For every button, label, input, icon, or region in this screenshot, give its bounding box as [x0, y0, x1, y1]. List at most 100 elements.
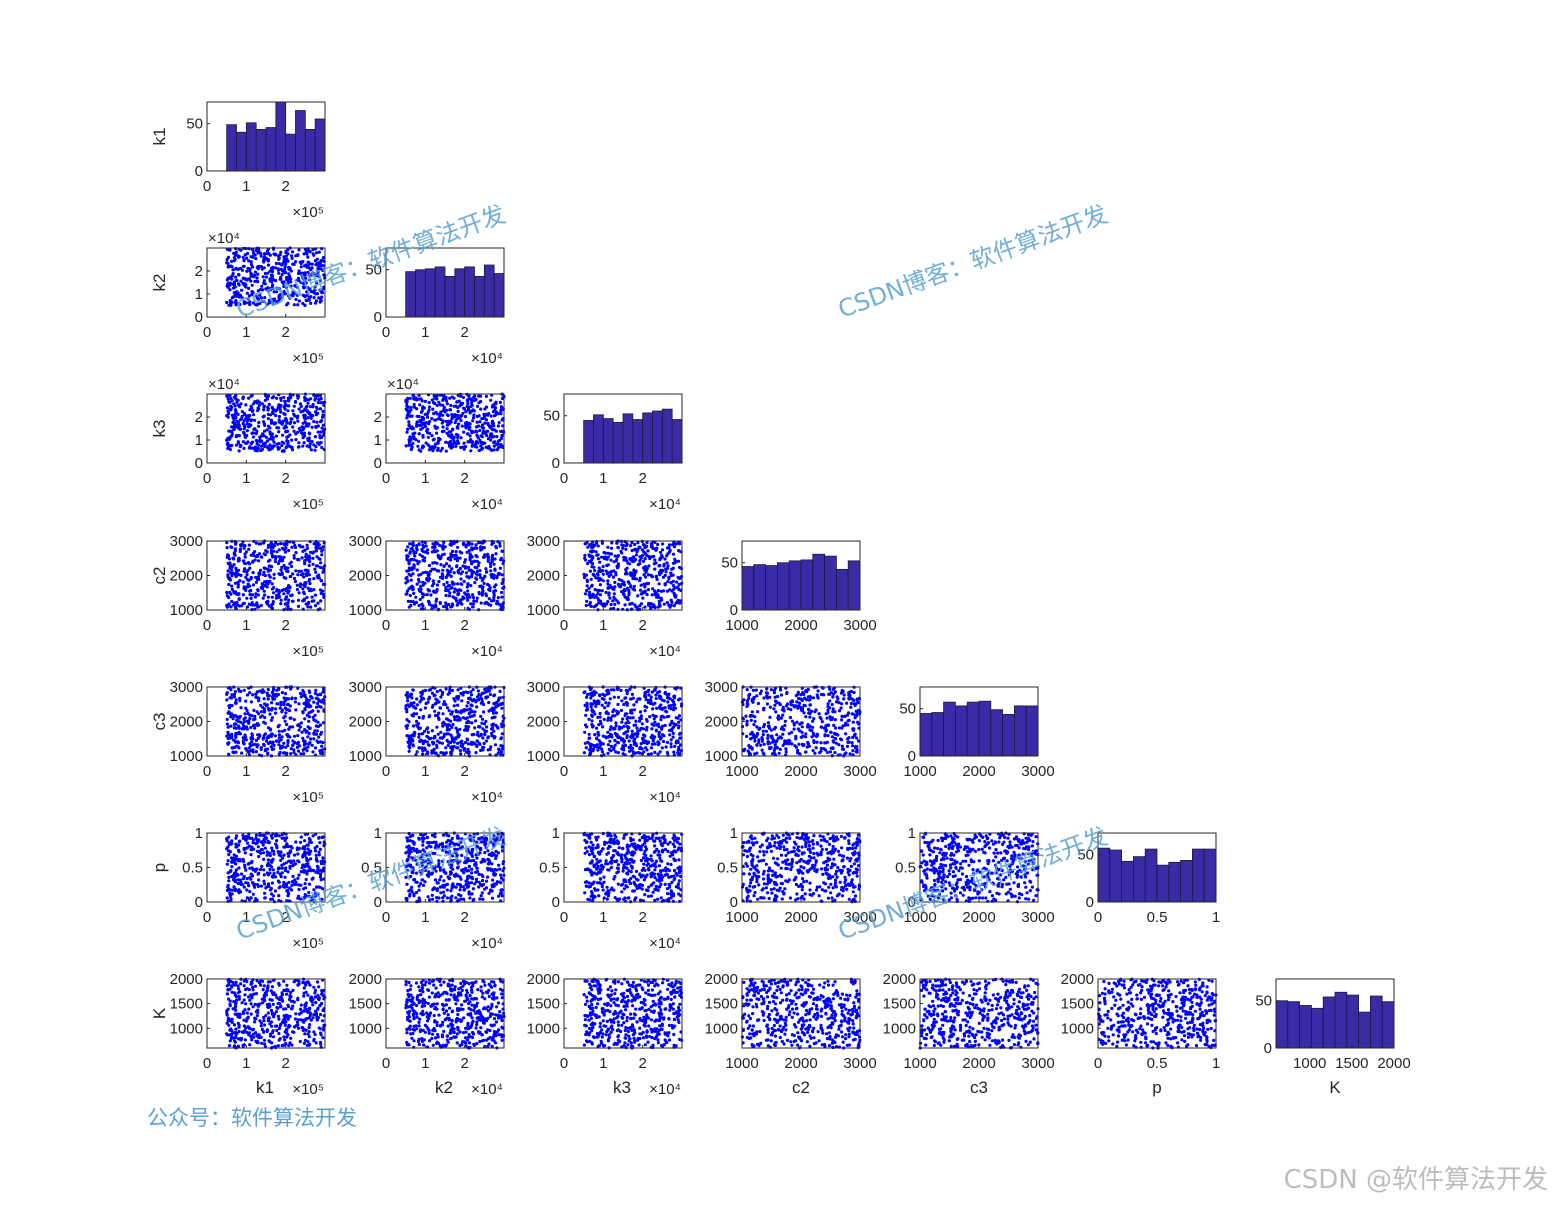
scatter-point: [279, 275, 283, 279]
scatter-point: [291, 425, 295, 429]
scatter-point: [673, 703, 677, 707]
scatter-point: [445, 427, 449, 431]
scatter-point: [765, 687, 769, 691]
scatter-point: [236, 282, 241, 286]
scatter-point: [442, 552, 446, 556]
hist-bar-k1-5: [275, 101, 287, 172]
scatter-point: [843, 723, 847, 727]
scatter-point: [455, 565, 459, 569]
scatter-point: [252, 708, 256, 713]
scatter-point: [277, 572, 281, 576]
scatter-point: [253, 270, 257, 274]
scatter-point: [431, 561, 435, 565]
scatter-point: [484, 592, 488, 596]
scatter-point: [251, 251, 256, 255]
scatter-point: [584, 713, 588, 717]
scatter-point: [311, 405, 315, 409]
scatter-point: [301, 409, 305, 413]
scatter-point: [296, 445, 301, 449]
scatter-point: [674, 723, 678, 727]
scatter-point: [482, 745, 486, 749]
scatter-point: [673, 595, 678, 599]
scatter-point: [433, 734, 437, 739]
scatter-point: [452, 590, 456, 594]
scatter-point: [313, 259, 317, 263]
scatter-point: [262, 300, 266, 304]
hist-bar-k3-4: [622, 413, 634, 464]
scatter-point: [251, 693, 255, 697]
scatter-point: [240, 288, 244, 292]
scatter-point: [448, 408, 452, 412]
scatter-point: [286, 585, 290, 590]
scatter-point: [284, 254, 288, 258]
scatter-point: [427, 589, 431, 593]
ytick-label: 2000: [349, 714, 382, 731]
scatter-point: [489, 414, 493, 418]
scatter-point: [668, 697, 672, 701]
scatter-point: [303, 739, 307, 743]
hist-bar-k3-6: [642, 412, 653, 464]
scatter-point: [286, 259, 290, 263]
scatter-point: [243, 712, 247, 716]
scatter-point: [407, 420, 411, 424]
scatter-point: [816, 689, 820, 693]
scatter-point: [308, 540, 312, 544]
scatter-point: [668, 548, 672, 553]
scatter-point: [271, 410, 275, 414]
scatter-point: [651, 739, 655, 743]
scatter-point: [243, 555, 247, 559]
scatter-point: [286, 396, 290, 400]
scatter-point: [666, 579, 670, 584]
scatter-point: [409, 578, 413, 582]
scatter-point: [262, 404, 266, 408]
scatter-point: [455, 714, 459, 718]
scatter-point: [228, 703, 232, 707]
scatter-point: [431, 407, 435, 411]
scatter-point: [458, 394, 462, 398]
scatter-point: [430, 447, 434, 452]
scatter-point: [305, 290, 309, 294]
scatter-point: [671, 566, 675, 570]
scatter-point: [237, 746, 241, 750]
scatter-point: [611, 575, 616, 579]
scatter-point: [268, 712, 272, 716]
scatter-point: [240, 727, 244, 731]
scatter-point: [490, 723, 494, 727]
scatter-point: [819, 746, 823, 751]
scatter-point: [272, 422, 277, 426]
scatter-point: [748, 692, 752, 697]
scatter-point: [456, 569, 460, 574]
scatter-point: [243, 282, 247, 286]
scatter-point: [277, 262, 281, 266]
scatter-point: [321, 256, 326, 260]
scatter-point: [486, 582, 490, 587]
scatter-point: [639, 742, 643, 746]
scatter-point: [262, 422, 266, 426]
scatter-point: [266, 559, 271, 563]
scatter-point: [243, 544, 247, 548]
scatter-point: [663, 706, 667, 710]
scatter-point: [811, 749, 815, 753]
scatter-point: [277, 548, 281, 552]
scatter-point: [297, 299, 301, 303]
scatter-point: [280, 443, 284, 448]
scatter-point: [624, 721, 628, 725]
scatter-point: [592, 693, 596, 697]
scatter-point: [644, 575, 648, 579]
x-exponent-label: ×10⁵: [292, 350, 324, 367]
scatter-point: [292, 412, 296, 416]
scatter-point: [279, 598, 283, 602]
scatter-point: [634, 577, 639, 581]
scatter-point: [804, 715, 808, 719]
scatter-point: [298, 691, 303, 696]
scatter-point: [485, 725, 489, 729]
scatter-point: [629, 735, 633, 739]
scatter-point: [652, 723, 656, 728]
scatter-point: [475, 695, 480, 699]
hist-bar-k3-3: [612, 421, 624, 464]
scatter-point: [248, 445, 252, 449]
scatter-point: [745, 719, 749, 723]
scatter-point: [469, 449, 473, 453]
scatter-point: [265, 445, 269, 449]
scatter-point: [281, 262, 285, 266]
